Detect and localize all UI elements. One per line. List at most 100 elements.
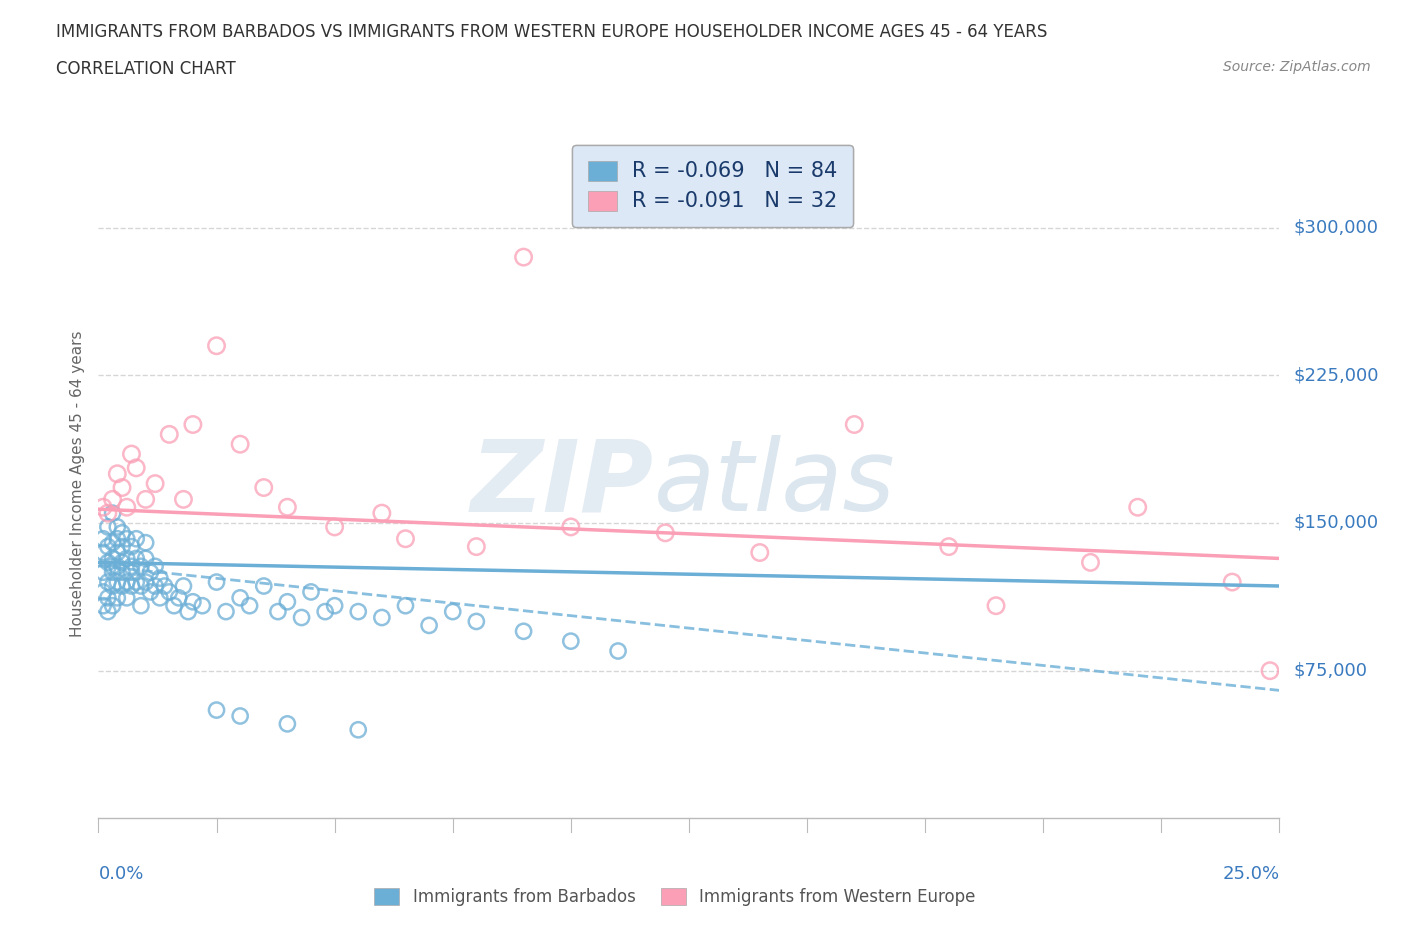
Point	[607, 644, 630, 658]
Point	[394, 598, 416, 613]
Point	[115, 575, 138, 590]
Text: ZIP: ZIP	[471, 435, 654, 532]
Point	[1080, 555, 1102, 570]
Point	[172, 492, 194, 507]
Point	[323, 598, 346, 613]
Point	[418, 618, 440, 632]
Point	[125, 551, 148, 565]
Text: IMMIGRANTS FROM BARBADOS VS IMMIGRANTS FROM WESTERN EUROPE HOUSEHOLDER INCOME AG: IMMIGRANTS FROM BARBADOS VS IMMIGRANTS F…	[56, 23, 1047, 41]
Point	[101, 578, 124, 593]
Point	[844, 417, 866, 432]
Point	[215, 604, 238, 619]
Point	[129, 578, 152, 593]
Point	[135, 536, 157, 551]
Point	[101, 492, 124, 507]
Point	[253, 480, 276, 495]
Point	[371, 506, 394, 521]
Point	[115, 531, 138, 546]
Point	[163, 598, 186, 613]
Point	[125, 575, 148, 590]
Point	[157, 584, 180, 599]
Point	[229, 437, 252, 452]
Point	[394, 531, 416, 546]
Point	[121, 565, 143, 579]
Point	[172, 578, 194, 593]
Point	[91, 499, 114, 514]
Point	[135, 551, 157, 565]
Point	[97, 506, 120, 521]
Text: 25.0%: 25.0%	[1222, 865, 1279, 884]
Point	[654, 525, 676, 540]
Point	[205, 703, 228, 718]
Text: Source: ZipAtlas.com: Source: ZipAtlas.com	[1223, 60, 1371, 74]
Point	[143, 476, 166, 491]
Point	[101, 506, 124, 521]
Point	[105, 520, 128, 535]
Point	[314, 604, 336, 619]
Point	[276, 716, 298, 731]
Point	[157, 427, 180, 442]
Point	[748, 545, 770, 560]
Point	[91, 584, 114, 599]
Point	[105, 466, 128, 481]
Point	[101, 559, 124, 574]
Point	[276, 594, 298, 609]
Point	[1220, 575, 1243, 590]
Point	[111, 578, 134, 593]
Point	[465, 614, 488, 629]
Point	[938, 539, 960, 554]
Legend: R = -0.069   N = 84, R = -0.091   N = 32: R = -0.069 N = 84, R = -0.091 N = 32	[572, 145, 853, 227]
Text: 0.0%: 0.0%	[98, 865, 143, 884]
Point	[91, 565, 114, 579]
Point	[139, 565, 162, 579]
Point	[115, 551, 138, 565]
Point	[121, 539, 143, 554]
Point	[276, 499, 298, 514]
Text: $150,000: $150,000	[1294, 514, 1378, 532]
Point	[121, 578, 143, 593]
Point	[1126, 499, 1149, 514]
Point	[101, 551, 124, 565]
Point	[101, 565, 124, 579]
Point	[177, 604, 200, 619]
Point	[512, 249, 534, 264]
Point	[229, 709, 252, 724]
Point	[560, 633, 582, 648]
Point	[205, 339, 228, 353]
Point	[91, 598, 114, 613]
Point	[97, 575, 120, 590]
Point	[111, 525, 134, 540]
Point	[129, 559, 152, 574]
Point	[323, 520, 346, 535]
Text: atlas: atlas	[654, 435, 896, 532]
Point	[465, 539, 488, 554]
Text: $75,000: $75,000	[1294, 661, 1368, 680]
Point	[441, 604, 464, 619]
Point	[101, 536, 124, 551]
Point	[111, 555, 134, 570]
Point	[97, 604, 120, 619]
Point	[143, 559, 166, 574]
Point	[153, 578, 176, 593]
Point	[149, 591, 172, 605]
Point	[105, 591, 128, 605]
Point	[115, 499, 138, 514]
Point	[111, 480, 134, 495]
Point	[97, 539, 120, 554]
Point	[181, 417, 204, 432]
Point	[149, 571, 172, 586]
Point	[91, 545, 114, 560]
Text: $225,000: $225,000	[1294, 366, 1379, 384]
Point	[299, 584, 322, 599]
Point	[139, 584, 162, 599]
Point	[512, 624, 534, 639]
Text: $300,000: $300,000	[1294, 219, 1378, 236]
Point	[101, 598, 124, 613]
Point	[1258, 663, 1281, 678]
Point	[135, 492, 157, 507]
Point	[135, 575, 157, 590]
Point	[253, 578, 276, 593]
Point	[229, 591, 252, 605]
Point	[347, 604, 370, 619]
Point	[97, 591, 120, 605]
